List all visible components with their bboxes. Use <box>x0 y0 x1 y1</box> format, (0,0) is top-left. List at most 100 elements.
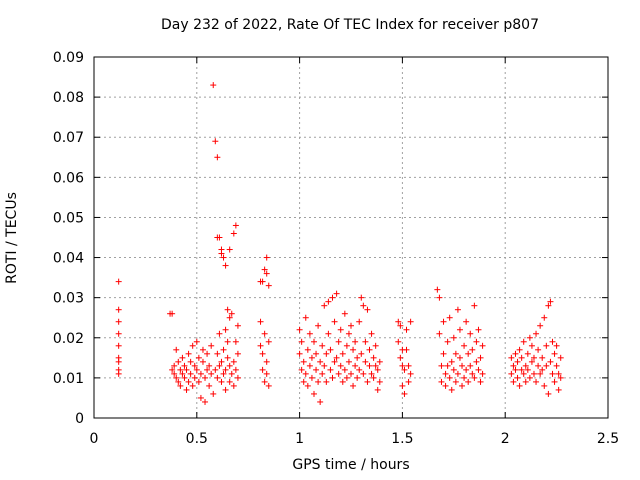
data-point <box>438 362 445 369</box>
data-point <box>450 334 457 341</box>
data-point <box>306 330 313 337</box>
data-point <box>189 382 196 389</box>
x-tick-label: 1.5 <box>391 431 413 447</box>
data-point <box>337 362 344 369</box>
data-point <box>403 326 410 333</box>
data-point <box>216 234 223 241</box>
data-point <box>204 366 211 373</box>
data-point <box>226 314 233 321</box>
y-tick-label: 0.08 <box>53 90 84 106</box>
data-point <box>376 378 383 385</box>
data-point <box>448 386 455 393</box>
data-point <box>354 374 361 381</box>
data-point <box>193 338 200 345</box>
y-tick-label: 0.04 <box>53 251 84 267</box>
data-point <box>261 266 268 273</box>
data-point <box>214 350 221 357</box>
data-point <box>115 330 122 337</box>
data-point <box>539 366 546 373</box>
data-point <box>315 378 322 385</box>
data-point <box>313 366 320 373</box>
data-point <box>197 370 204 377</box>
data-point <box>317 398 324 405</box>
data-point <box>220 254 227 261</box>
data-point <box>537 322 544 329</box>
data-point <box>263 270 270 277</box>
y-tick-label: 0.03 <box>53 291 84 307</box>
data-point <box>446 314 453 321</box>
data-point <box>224 306 231 313</box>
data-point <box>169 366 176 373</box>
data-point <box>510 378 517 385</box>
data-point <box>528 358 535 365</box>
data-point <box>169 310 176 317</box>
data-point <box>265 282 272 289</box>
data-point <box>171 362 178 369</box>
data-point <box>220 370 227 377</box>
data-point <box>228 370 235 377</box>
data-point <box>465 350 472 357</box>
data-point <box>335 370 342 377</box>
data-point <box>452 350 459 357</box>
data-point <box>321 362 328 369</box>
data-point <box>356 318 363 325</box>
data-point <box>467 330 474 337</box>
data-point <box>218 358 225 365</box>
data-point <box>313 350 320 357</box>
data-point <box>526 334 533 341</box>
data-point <box>339 378 346 385</box>
data-point <box>218 378 225 385</box>
data-point <box>263 370 270 377</box>
data-point <box>475 366 482 373</box>
data-point <box>467 362 474 369</box>
data-point <box>216 362 223 369</box>
data-point <box>218 246 225 253</box>
data-point <box>524 366 531 373</box>
data-point <box>456 354 463 361</box>
data-point <box>541 314 548 321</box>
data-point <box>327 346 334 353</box>
data-point <box>450 366 457 373</box>
data-point <box>191 374 198 381</box>
data-point <box>533 378 540 385</box>
data-point <box>195 378 202 385</box>
data-point <box>516 346 523 353</box>
data-point <box>335 338 342 345</box>
data-point <box>257 342 264 349</box>
data-point <box>259 366 266 373</box>
data-point <box>298 338 305 345</box>
data-point <box>226 246 233 253</box>
data-point <box>557 374 564 381</box>
data-point <box>331 358 338 365</box>
data-point <box>222 386 229 393</box>
data-point <box>230 358 237 365</box>
data-point <box>463 366 470 373</box>
data-point <box>368 370 375 377</box>
y-tick-label: 0.01 <box>53 371 84 387</box>
data-point <box>356 366 363 373</box>
data-point <box>364 306 371 313</box>
data-point <box>206 382 213 389</box>
x-axis-label: GPS time / hours <box>292 457 410 473</box>
data-point <box>177 382 184 389</box>
data-point <box>473 338 480 345</box>
data-point <box>434 286 441 293</box>
data-point <box>456 326 463 333</box>
data-point <box>541 382 548 389</box>
data-point <box>444 338 451 345</box>
data-point <box>522 378 529 385</box>
data-point <box>115 306 122 313</box>
data-point <box>232 222 239 229</box>
data-point <box>173 346 180 353</box>
data-point <box>234 374 241 381</box>
data-point <box>350 382 357 389</box>
data-point <box>214 154 221 161</box>
y-tick-label: 0.05 <box>53 210 84 226</box>
data-point <box>444 362 451 369</box>
data-point <box>222 326 229 333</box>
data-point <box>329 294 336 301</box>
y-axis-label: ROTI / TECUs <box>4 192 20 284</box>
y-tick-label: 0.09 <box>53 50 84 66</box>
data-point <box>364 378 371 385</box>
data-point <box>343 374 350 381</box>
